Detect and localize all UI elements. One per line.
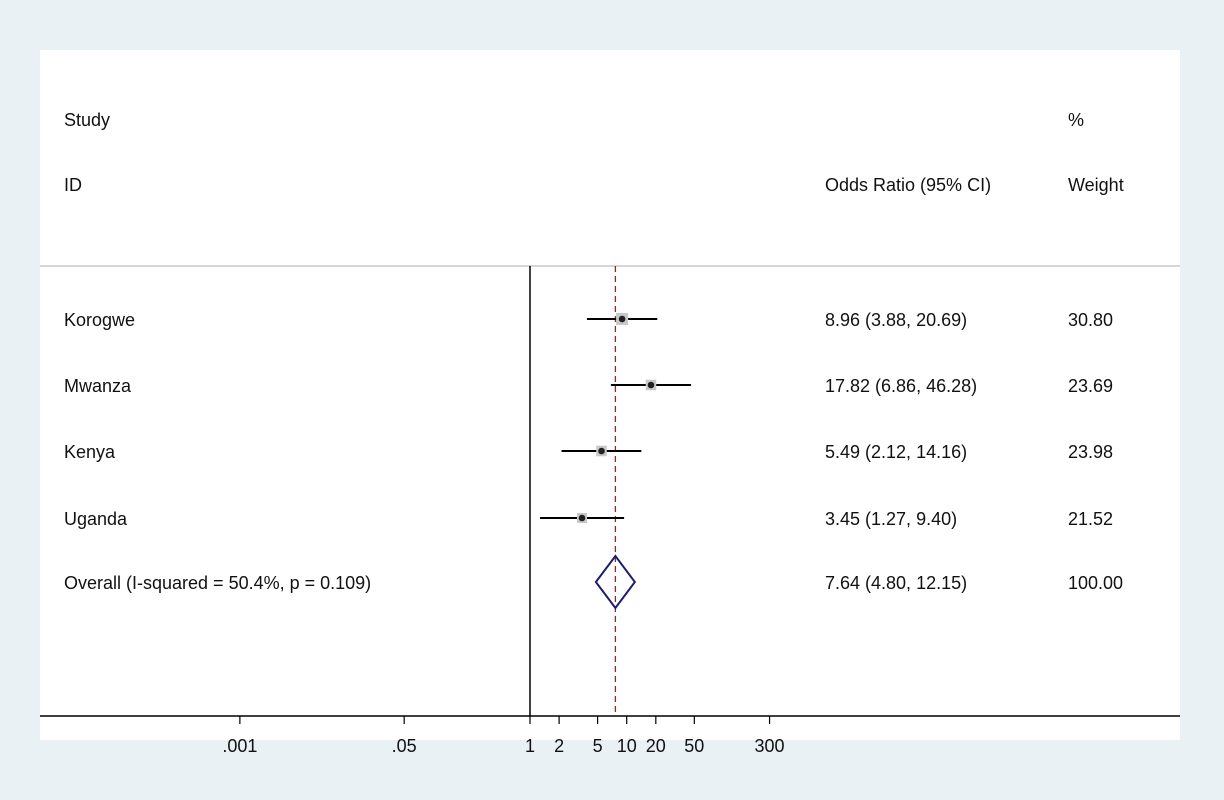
point-estimate (618, 315, 626, 323)
x-tick-label-0: .001 (222, 736, 257, 756)
header-percent: % (1068, 110, 1084, 130)
header-study: Study (64, 110, 110, 130)
weight-label: 30.80 (1068, 310, 1113, 330)
header-id: ID (64, 175, 82, 195)
study-row: Korogwe 8.96 (3.88, 20.69) 30.80 (64, 310, 1113, 330)
weight-label: 23.69 (1068, 376, 1113, 396)
effect-ci-label: 5.49 (2.12, 14.16) (825, 442, 967, 462)
study-label: Korogwe (64, 310, 135, 330)
x-tick-label-7: 50 (684, 736, 704, 756)
study-label: Kenya (64, 442, 116, 462)
study-rows: Korogwe 8.96 (3.88, 20.69) 30.80 Mwanza 17.8… (64, 310, 1113, 529)
point-estimate (647, 381, 655, 389)
x-tick-label-1: .05 (392, 736, 417, 756)
study-label: Uganda (64, 509, 128, 529)
weight-label: 23.98 (1068, 442, 1113, 462)
effect-ci-label: 3.45 (1.27, 9.40) (825, 509, 957, 529)
study-row: Mwanza 17.82 (6.86, 46.28) 23.69 (64, 376, 1113, 396)
plot-panel (40, 50, 1180, 740)
x-tick-label-2: 1 (525, 736, 535, 756)
effect-ci-label: 8.96 (3.88, 20.69) (825, 310, 967, 330)
x-tick-label-5: 10 (617, 736, 637, 756)
weight-label: 21.52 (1068, 509, 1113, 529)
overall-label: Overall (I-squared = 50.4%, p = 0.109) (64, 573, 371, 593)
overall-row: Overall (I-squared = 50.4%, p = 0.109) 7.… (64, 554, 1123, 610)
point-estimate (578, 514, 586, 522)
header-weight: Weight (1068, 175, 1124, 195)
study-label: Mwanza (64, 376, 132, 396)
point-estimate (598, 447, 605, 455)
overall-diamond (594, 554, 637, 610)
overall-weight-label: 100.00 (1068, 573, 1123, 593)
x-tick-label-4: 5 (593, 736, 603, 756)
effect-ci-label: 17.82 (6.86, 46.28) (825, 376, 977, 396)
study-row: Kenya 5.49 (2.12, 14.16) 23.98 (64, 442, 1113, 462)
x-tick-label-8: 300 (755, 736, 785, 756)
x-axis-ticks: .001 .05 1 2 5 10 20 50 300 (222, 716, 785, 756)
x-tick-label-6: 20 (646, 736, 666, 756)
header-effect: Odds Ratio (95% CI) (825, 175, 991, 195)
study-row: Uganda 3.45 (1.27, 9.40) 21.52 (64, 509, 1113, 529)
overall-ci-label: 7.64 (4.80, 12.15) (825, 573, 967, 593)
x-tick-label-3: 2 (554, 736, 564, 756)
